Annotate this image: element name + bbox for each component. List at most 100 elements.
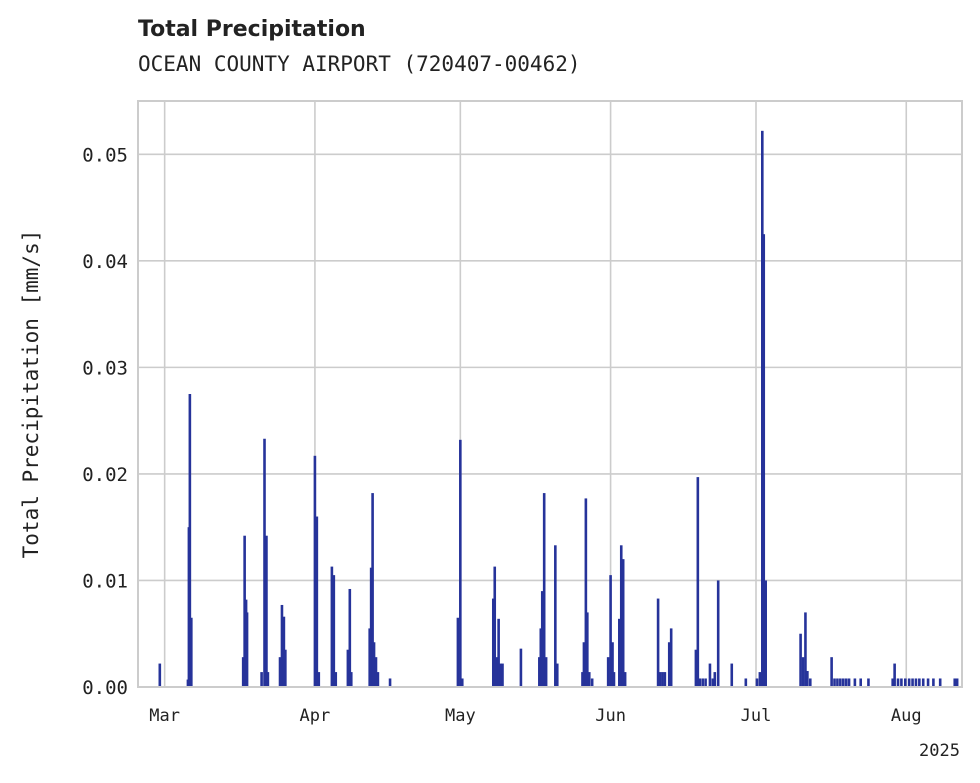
precip-bar (907, 678, 911, 687)
precip-bar (612, 672, 616, 687)
precip-bar (158, 663, 162, 687)
precip-bar (495, 657, 498, 687)
precipitation-bars (158, 130, 959, 687)
precip-bar (762, 234, 766, 687)
precip-bar (847, 678, 851, 687)
precip-bar (903, 678, 907, 687)
precip-bar (371, 493, 374, 687)
precip-bar (701, 678, 704, 687)
precip-bar (544, 657, 548, 687)
precip-bar (619, 545, 623, 687)
precip-bar (696, 477, 700, 687)
precip-bar (806, 671, 809, 687)
x-tick-label: Jun (595, 706, 626, 726)
precip-bar (582, 642, 586, 687)
precip-bar (799, 633, 802, 687)
precip-bar (542, 493, 546, 687)
precip-bar (859, 678, 862, 687)
precip-bar (497, 618, 500, 687)
x-tick-label: Aug (891, 706, 922, 726)
precip-bar (833, 678, 836, 687)
precip-bar (241, 657, 245, 687)
precip-bar (590, 678, 594, 687)
precip-bar (755, 678, 759, 687)
precip-bar (587, 672, 591, 687)
precip-bar (704, 678, 707, 687)
precip-bar (372, 642, 376, 687)
precip-bar (332, 575, 336, 687)
precip-bar (606, 657, 610, 687)
precip-bar (284, 649, 287, 687)
precip-bar (711, 678, 715, 687)
precip-bar (764, 580, 767, 687)
precip-bar (914, 678, 918, 687)
precip-bar (926, 678, 930, 687)
precip-bar (896, 678, 900, 687)
precip-bar (609, 575, 612, 687)
precip-bar (330, 566, 334, 687)
precip-bar (911, 678, 914, 687)
precip-bar (669, 628, 673, 687)
precip-bar (280, 604, 284, 687)
precip-bar (918, 678, 921, 687)
precip-bar (844, 678, 848, 687)
precip-bar (456, 617, 460, 687)
precip-bar (491, 598, 495, 687)
precip-bar (716, 580, 720, 687)
precip-bar (801, 657, 805, 687)
chart-title: Total Precipitation (138, 17, 366, 42)
precip-bar (278, 657, 282, 687)
precip-bar (713, 672, 717, 687)
precip-bar (346, 649, 350, 687)
y-tick-label: 0.00 (82, 677, 128, 699)
precip-bar (586, 612, 589, 687)
precip-bar (190, 617, 193, 687)
precip-bar (539, 628, 543, 687)
precip-bar (540, 591, 544, 687)
precip-bar (369, 567, 373, 687)
precip-bar (368, 628, 371, 687)
precip-bar (334, 672, 338, 687)
precip-bar (744, 678, 748, 687)
precip-bar (761, 130, 764, 687)
y-axis-label: Total Precipitation [mm/s] (19, 230, 43, 559)
y-axis-ticks: 0.00 0.01 0.02 0.03 0.04 0.05 (82, 144, 128, 699)
x-tick-label: Mar (149, 706, 180, 726)
precip-bar (501, 663, 504, 687)
precip-bar (348, 588, 352, 687)
precip-bar (265, 535, 268, 687)
precip-bar (611, 642, 614, 687)
precip-bar (519, 648, 523, 687)
precip-bar (554, 545, 557, 687)
precip-bar (263, 438, 266, 687)
precip-bar (830, 657, 833, 687)
precip-bar (658, 672, 662, 687)
precip-bar (694, 649, 698, 687)
y-tick-label: 0.01 (82, 570, 128, 592)
precip-bar (667, 642, 671, 687)
y-tick-label: 0.03 (82, 357, 128, 379)
y-tick-label: 0.02 (82, 464, 128, 486)
precip-bar (260, 672, 263, 687)
x-tick-label: Jul (741, 706, 772, 726)
precip-bar (839, 678, 842, 687)
precip-bar (932, 678, 935, 687)
precip-bar (955, 678, 959, 687)
precip-bar (804, 612, 807, 687)
precip-bar (758, 672, 762, 687)
precip-bar (581, 672, 584, 687)
y-tick-label: 0.04 (82, 251, 128, 273)
x-tick-label: May (445, 706, 476, 726)
precip-bar (891, 678, 894, 687)
precip-bar (266, 672, 270, 687)
precip-bar (245, 612, 249, 687)
precip-bar (317, 672, 321, 687)
precip-bar (621, 559, 625, 687)
x-axis-ticks: Mar Apr May Jun Jul Aug (149, 706, 921, 726)
precip-bar (663, 672, 667, 687)
precip-bar (315, 516, 319, 687)
precip-bar (623, 672, 627, 687)
precip-bar (493, 566, 497, 687)
precip-bar (836, 678, 839, 687)
